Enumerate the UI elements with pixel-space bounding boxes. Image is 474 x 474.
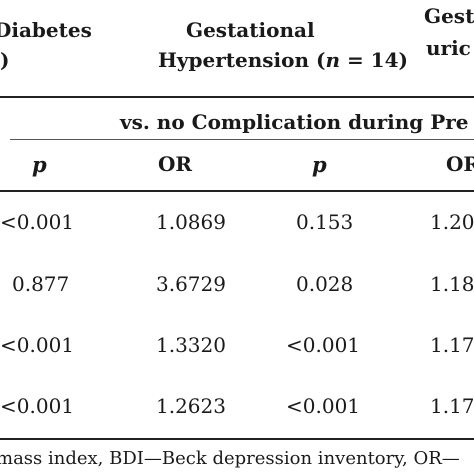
header-col2-n: n bbox=[325, 48, 340, 72]
header-col2-prefix: Hypertension ( bbox=[158, 48, 326, 72]
subheader-or2: OR bbox=[446, 152, 474, 176]
row4-p2: <0.001 bbox=[286, 394, 361, 418]
header-col2-line2: Hypertension (n = 14) bbox=[158, 48, 408, 72]
subheader-p2: p bbox=[312, 152, 327, 177]
footnote: mass index, BDI—Beck depression inventor… bbox=[0, 448, 460, 469]
header-col2-line1: Gestational bbox=[186, 18, 315, 42]
bottom-rule bbox=[0, 438, 474, 440]
header-col1-line1: Diabetes bbox=[0, 18, 92, 42]
row1-or2: 1.20 bbox=[430, 210, 474, 234]
row1-p2: 0.153 bbox=[296, 210, 354, 234]
subheader-rule bbox=[0, 190, 474, 192]
row1-or: 1.0869 bbox=[156, 210, 226, 234]
header-col2-suffix: = 14) bbox=[339, 48, 408, 72]
row3-p2: <0.001 bbox=[286, 333, 361, 357]
header-col3-line2: uric bbox=[426, 36, 471, 60]
row3-p1: <0.001 bbox=[0, 333, 75, 357]
comparison-rule bbox=[10, 139, 474, 140]
header-col1-line2: ) bbox=[0, 48, 10, 72]
row3-or: 1.3320 bbox=[156, 333, 226, 357]
comparison-label: vs. no Complication during Pre bbox=[120, 110, 469, 134]
row4-or2: 1.17 bbox=[430, 394, 474, 418]
header-col3-line1: Gest bbox=[424, 4, 474, 28]
row2-p1: 0.877 bbox=[12, 272, 70, 296]
row4-p1: <0.001 bbox=[0, 394, 75, 418]
top-rule bbox=[0, 96, 474, 98]
row1-p1: <0.001 bbox=[0, 210, 75, 234]
row2-or: 3.6729 bbox=[156, 272, 226, 296]
subheader-or: OR bbox=[158, 152, 193, 176]
row2-p2: 0.028 bbox=[296, 272, 354, 296]
row2-or2: 1.18 bbox=[430, 272, 474, 296]
row3-or2: 1.17 bbox=[430, 333, 474, 357]
subheader-p1: p bbox=[32, 152, 47, 177]
row4-or: 1.2623 bbox=[156, 394, 226, 418]
